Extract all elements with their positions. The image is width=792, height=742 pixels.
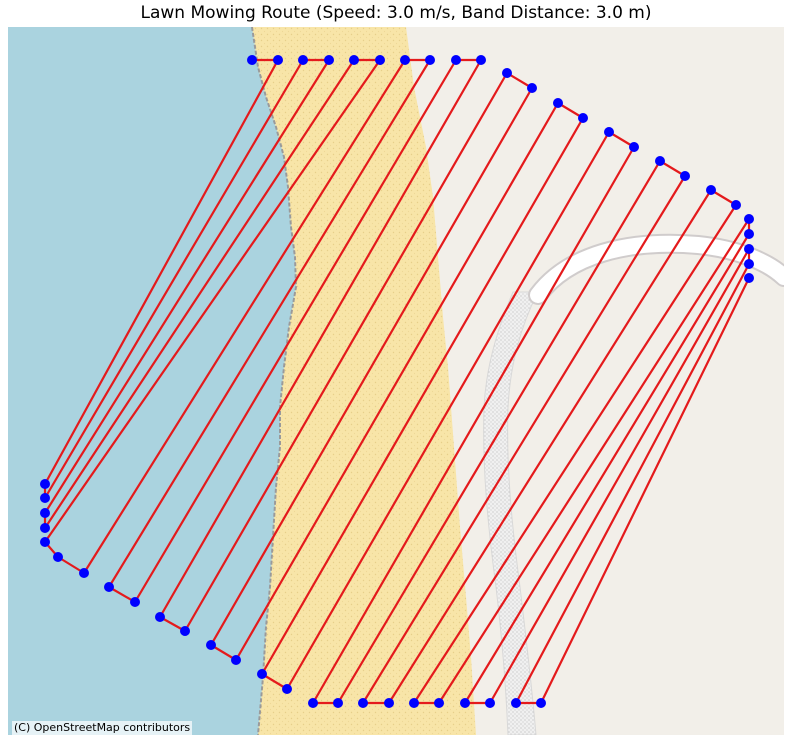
route-waypoint <box>578 113 588 123</box>
route-waypoint <box>324 55 334 65</box>
route-waypoint <box>485 698 495 708</box>
route-waypoint <box>349 55 359 65</box>
route-waypoint <box>282 684 292 694</box>
route-waypoint <box>604 127 614 137</box>
route-waypoint <box>460 698 470 708</box>
route-waypoint <box>731 200 741 210</box>
route-waypoint <box>273 55 283 65</box>
route-waypoint <box>358 698 368 708</box>
road-surface <box>530 235 784 303</box>
route-waypoint <box>744 214 754 224</box>
route-waypoint <box>744 259 754 269</box>
route-waypoints <box>40 55 754 708</box>
route-waypoint <box>257 669 267 679</box>
map-view[interactable] <box>8 27 784 735</box>
route-waypoint <box>40 479 50 489</box>
route-waypoint <box>104 582 114 592</box>
chart-title: Lawn Mowing Route (Speed: 3.0 m/s, Band … <box>140 3 652 23</box>
route-waypoint <box>744 273 754 283</box>
shoreline <box>251 27 298 735</box>
route-waypoint <box>527 83 537 93</box>
route-waypoint <box>706 185 716 195</box>
route-waypoint <box>511 698 521 708</box>
route-waypoint <box>425 55 435 65</box>
route-waypoint <box>130 597 140 607</box>
route-waypoint <box>629 142 639 152</box>
route-waypoint <box>40 493 50 503</box>
map-canvas <box>8 27 784 735</box>
route-waypoint <box>40 508 50 518</box>
route-waypoint <box>502 68 512 78</box>
route-waypoint <box>247 55 257 65</box>
route-waypoint <box>79 568 89 578</box>
route-waypoint <box>384 698 394 708</box>
route-waypoint <box>40 523 50 533</box>
route-waypoint <box>553 98 563 108</box>
route-waypoint <box>744 244 754 254</box>
route-waypoint <box>298 55 308 65</box>
footpath <box>483 291 539 735</box>
route-waypoint <box>180 626 190 636</box>
route-waypoint <box>308 698 318 708</box>
route-waypoint <box>206 640 216 650</box>
route-waypoint <box>231 655 241 665</box>
map-attribution: (C) OpenStreetMap contributors <box>12 721 193 735</box>
route-waypoint <box>680 171 690 181</box>
route-waypoint <box>53 552 63 562</box>
route-waypoint <box>333 698 343 708</box>
route-waypoint <box>400 55 410 65</box>
route-waypoint <box>536 698 546 708</box>
route-waypoint <box>744 229 754 239</box>
water-area <box>8 27 296 735</box>
route-waypoint <box>40 537 50 547</box>
route-waypoint <box>155 612 165 622</box>
route-waypoint <box>655 156 665 166</box>
route-waypoint <box>409 698 419 708</box>
route-waypoint <box>476 55 486 65</box>
route-waypoint <box>375 55 385 65</box>
route-waypoint <box>434 698 444 708</box>
route-waypoint <box>451 55 461 65</box>
